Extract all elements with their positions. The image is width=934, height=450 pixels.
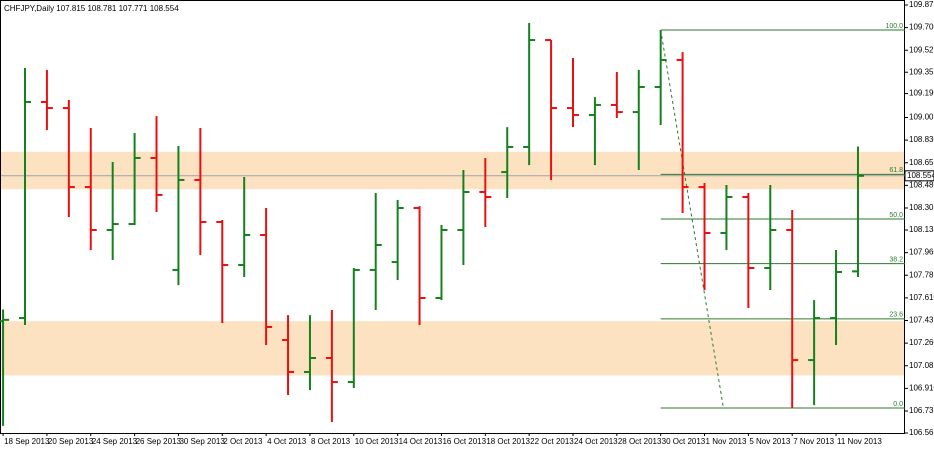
chart-title: CHFJPY,Daily 107.815 108.781 107.771 108… bbox=[4, 4, 179, 13]
x-tick-label: 11 Nov 2013 bbox=[837, 437, 882, 446]
fib-label: 38.2 bbox=[889, 256, 903, 263]
x-tick-label: 24 Sep 2013 bbox=[92, 437, 138, 446]
y-tick-label: 108.830 bbox=[909, 135, 934, 144]
y-tick-label: 109.355 bbox=[909, 67, 934, 76]
y-tick-label: 108.305 bbox=[909, 203, 934, 212]
fib-label: 0.0 bbox=[893, 401, 903, 408]
x-tick-label: 7 Nov 2013 bbox=[793, 437, 834, 446]
x-tick-label: 14 Oct 2013 bbox=[399, 437, 443, 446]
fib-label: 61.8 bbox=[889, 167, 903, 174]
fib-label: 50.0 bbox=[889, 212, 903, 219]
y-tick-label: 106.565 bbox=[909, 428, 934, 437]
x-tick-label: 18 Sep 2013 bbox=[4, 437, 50, 446]
x-tick-label: 20 Sep 2013 bbox=[48, 437, 94, 446]
y-tick-label: 107.085 bbox=[909, 361, 934, 370]
chart-layer: 100.0 61.8 50.0 38.2 23.6 0.0 bbox=[0, 23, 905, 426]
y-tick-label: 107.610 bbox=[909, 293, 934, 302]
x-tick-label: 28 Oct 2013 bbox=[618, 437, 662, 446]
y-tick-label: 109.190 bbox=[909, 89, 934, 98]
x-tick-label: 8 Oct 2013 bbox=[311, 437, 351, 446]
x-tick-label: 18 Oct 2013 bbox=[486, 437, 530, 446]
y-tick-label: 109.005 bbox=[909, 113, 934, 122]
y-tick-label: 106.910 bbox=[909, 383, 934, 392]
y-tick-label: 108.135 bbox=[909, 225, 934, 234]
x-tick-label: 24 Oct 2013 bbox=[574, 437, 618, 446]
zone bbox=[1, 321, 904, 376]
price-box bbox=[904, 170, 934, 182]
y-tick-label: 107.960 bbox=[909, 248, 934, 257]
x-tick-label: 30 Sep 2013 bbox=[179, 437, 225, 446]
price-box-label: 108.554 bbox=[907, 171, 934, 180]
x-tick-label: 4 Oct 2013 bbox=[267, 437, 307, 446]
x-tick-label: 22 Oct 2013 bbox=[530, 437, 574, 446]
y-tick-label: 107.435 bbox=[909, 316, 934, 325]
y-tick-label: 108.480 bbox=[909, 180, 934, 189]
y-tick-label: 109.525 bbox=[909, 45, 934, 54]
y-tick-label: 108.655 bbox=[909, 158, 934, 167]
x-tick-label: 26 Sep 2013 bbox=[136, 437, 182, 446]
x-tick-label: 2 Oct 2013 bbox=[223, 437, 263, 446]
y-tick-label: 106.735 bbox=[909, 406, 934, 415]
y-tick-label: 107.260 bbox=[909, 338, 934, 347]
y-tick-label: 109.875 bbox=[909, 0, 934, 9]
y-tick-label: 109.700 bbox=[909, 23, 934, 32]
x-tick-label: 1 Nov 2013 bbox=[706, 437, 747, 446]
fib-label: 100.0 bbox=[885, 23, 903, 30]
x-tick-label: 10 Oct 2013 bbox=[355, 437, 399, 446]
x-tick-label: 30 Oct 2013 bbox=[662, 437, 706, 446]
fib-trend bbox=[660, 29, 724, 409]
x-tick-label: 5 Nov 2013 bbox=[749, 437, 790, 446]
y-tick-label: 107.785 bbox=[909, 270, 934, 279]
fib-label: 23.6 bbox=[889, 312, 903, 319]
x-tick-label: 16 Oct 2013 bbox=[442, 437, 486, 446]
